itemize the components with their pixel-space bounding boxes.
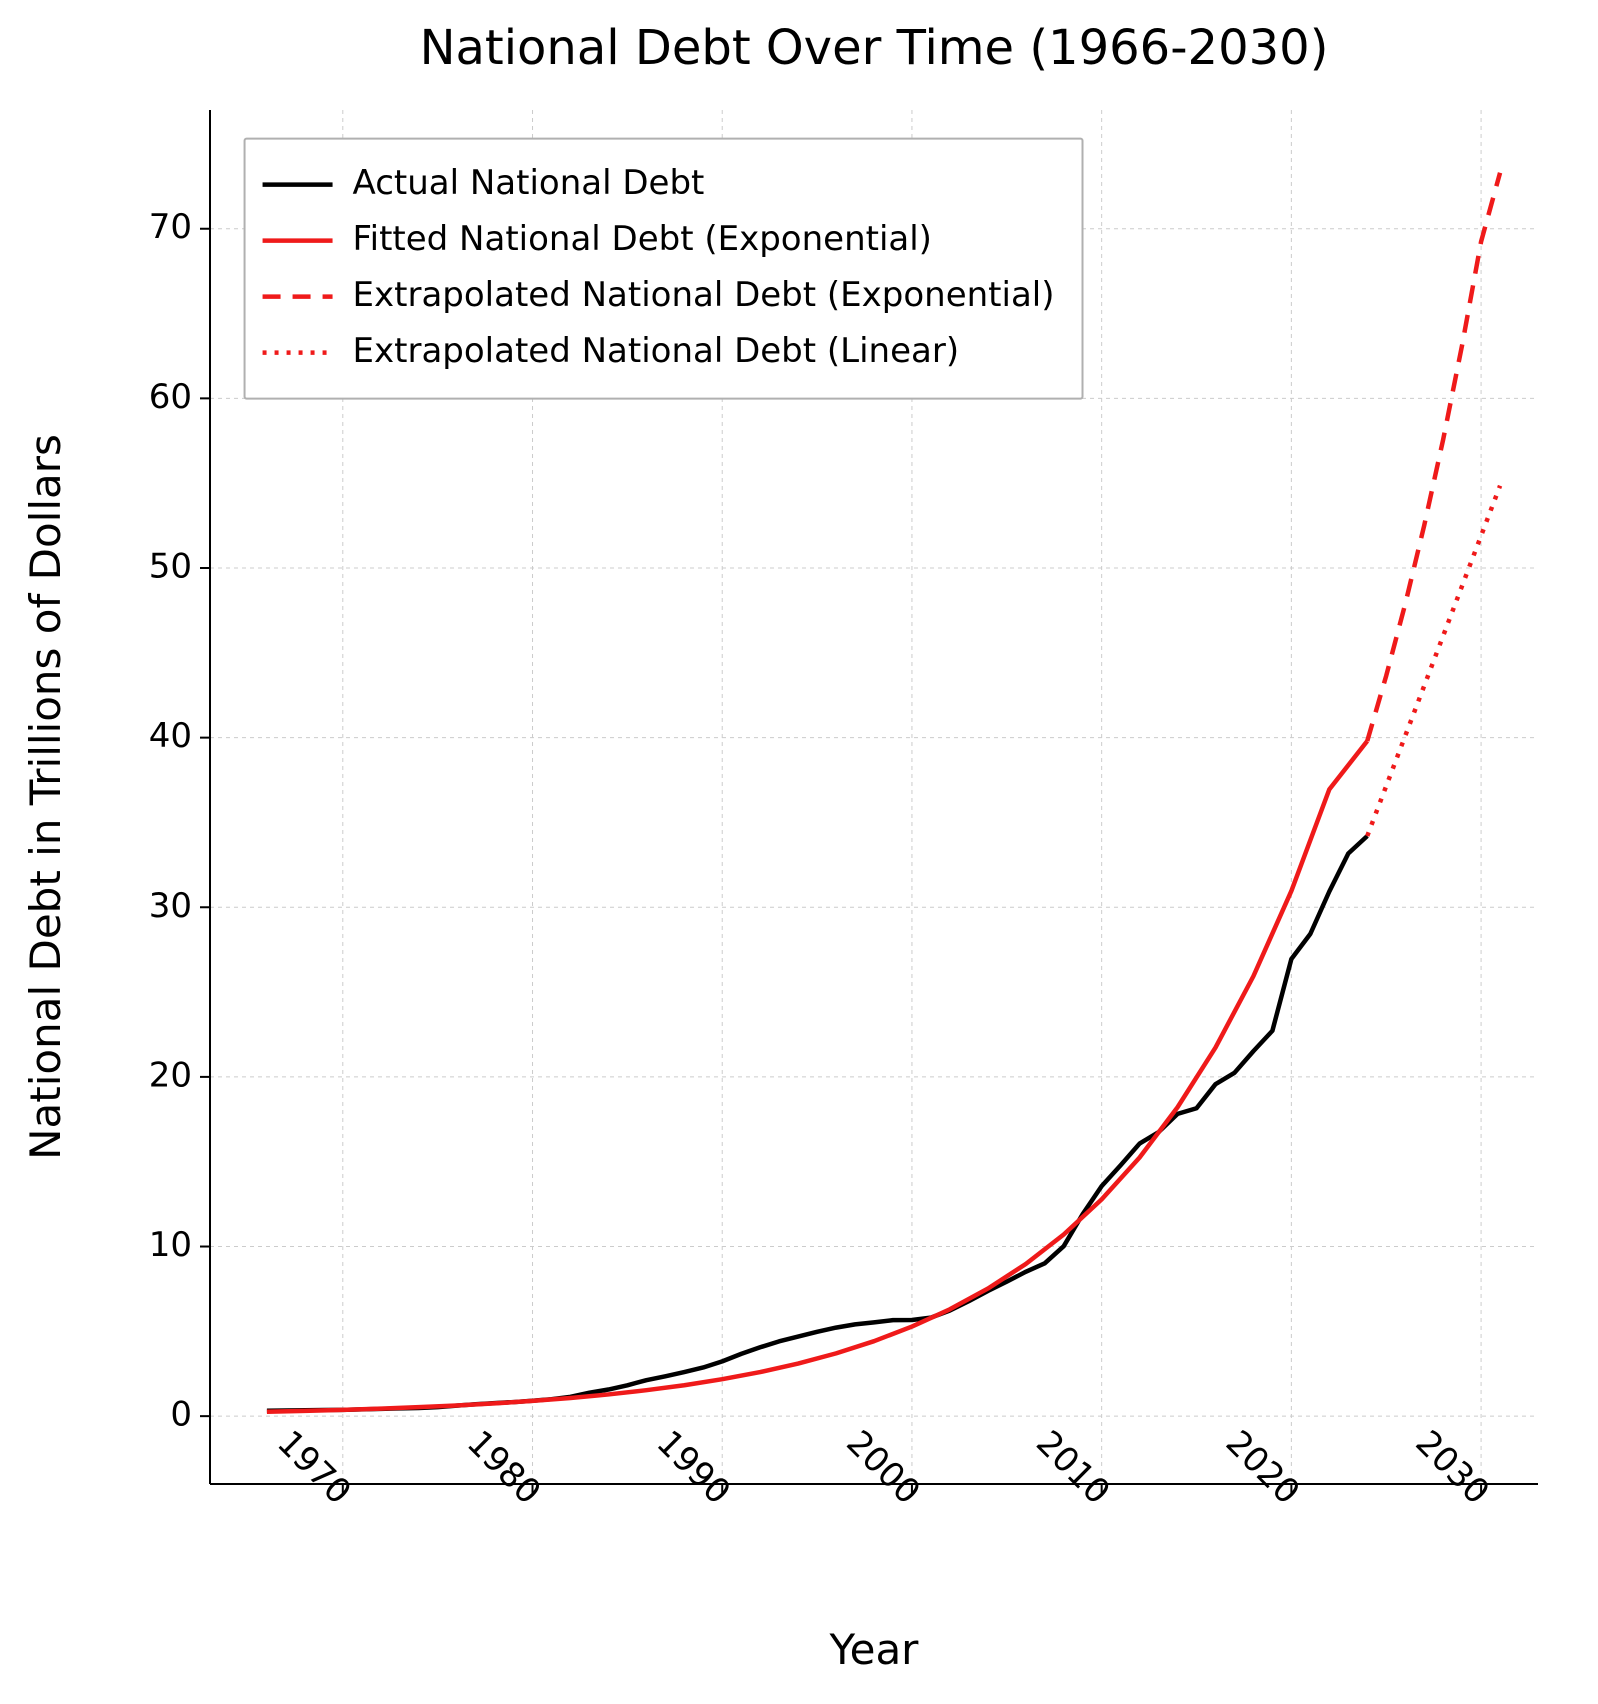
x-tick-label: 2030 [1408, 1423, 1497, 1512]
x-tick-label: 2020 [1218, 1423, 1307, 1512]
series-line [1367, 486, 1500, 836]
legend-label: Extrapolated National Debt (Exponential) [353, 275, 1055, 315]
y-tick-label: 30 [149, 886, 192, 926]
x-axis-label: Year [829, 1625, 920, 1674]
x-tick-label: 1990 [649, 1423, 738, 1512]
y-axis-label: National Debt in Trillions of Dollars [21, 434, 70, 1160]
y-tick-label: 0 [170, 1395, 192, 1435]
legend: Actual National Debt Fitted National Debt… [245, 139, 1083, 399]
legend-label: Extrapolated National Debt (Linear) [353, 331, 960, 371]
chart-title: National Debt Over Time (1966-2030) [420, 20, 1329, 76]
y-tick-label: 40 [149, 716, 192, 756]
y-tick-label: 20 [149, 1055, 192, 1095]
x-tick-label: 2000 [838, 1423, 927, 1512]
series-line [267, 741, 1367, 1412]
y-tick-label: 60 [149, 377, 192, 417]
national-debt-chart: 1970198019902000201020202030010203040506… [0, 0, 1598, 1704]
x-tick-label: 2010 [1028, 1423, 1117, 1512]
x-tick-label: 1980 [459, 1423, 548, 1512]
x-tick-label: 1970 [269, 1423, 358, 1512]
y-tick-label: 50 [149, 547, 192, 587]
legend-label: Fitted National Debt (Exponential) [353, 219, 932, 259]
y-tick-label: 10 [149, 1225, 192, 1265]
legend-label: Actual National Debt [353, 163, 705, 203]
y-tick-label: 70 [149, 207, 192, 247]
series-line [267, 836, 1367, 1411]
